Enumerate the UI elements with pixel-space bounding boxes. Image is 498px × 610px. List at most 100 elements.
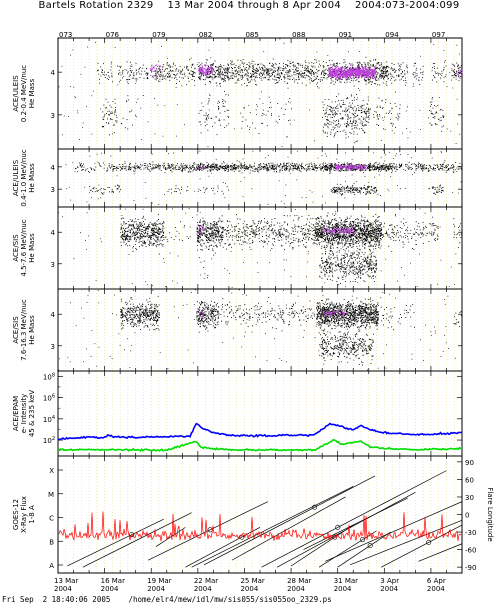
data-point — [308, 76, 310, 78]
data-point — [183, 167, 185, 169]
dense-point — [361, 66, 363, 68]
data-point — [344, 61, 346, 63]
data-point — [135, 165, 137, 167]
data-point — [307, 66, 309, 68]
data-point — [142, 64, 144, 66]
data-point — [415, 166, 417, 167]
data-point — [275, 120, 277, 122]
data-point — [170, 166, 172, 168]
dense-point — [343, 74, 345, 76]
data-point — [127, 99, 129, 101]
data-point — [224, 78, 226, 79]
data-point — [192, 71, 194, 73]
data-point — [259, 164, 261, 166]
dense-point — [158, 65, 160, 67]
data-point — [108, 123, 110, 125]
data-point — [225, 72, 227, 74]
data-point — [324, 124, 326, 126]
data-point — [316, 69, 318, 70]
data-point — [359, 89, 361, 91]
data-point — [420, 55, 421, 57]
data-point — [94, 169, 96, 171]
data-point — [391, 68, 393, 70]
data-point — [288, 170, 290, 172]
data-point — [257, 64, 258, 66]
data-point — [375, 79, 376, 81]
data-point — [202, 79, 204, 80]
data-point — [293, 167, 294, 169]
data-point — [256, 77, 258, 78]
dense-point — [341, 66, 343, 68]
data-point — [365, 111, 367, 113]
data-point — [304, 60, 306, 62]
panel-ylabel: ACE/ULEIS0.4-1.0 MeV/nucHe Mass — [12, 149, 36, 206]
data-point — [248, 68, 250, 70]
data-point — [297, 82, 298, 84]
data-point — [206, 74, 208, 76]
data-point — [118, 185, 120, 187]
data-point — [297, 77, 299, 78]
dense-point — [334, 66, 336, 68]
data-point — [254, 72, 256, 73]
data-point — [440, 117, 442, 119]
data-point — [328, 119, 329, 121]
data-point — [228, 67, 230, 69]
data-point — [327, 167, 329, 169]
data-point — [367, 82, 369, 84]
data-point — [296, 70, 298, 72]
data-point — [222, 78, 224, 79]
data-point — [77, 167, 79, 168]
data-point — [399, 75, 401, 77]
data-point — [213, 162, 215, 164]
data-point — [297, 73, 299, 75]
data-point — [217, 170, 218, 172]
data-point — [352, 114, 354, 116]
dense-point — [328, 72, 330, 74]
dense-point — [341, 67, 343, 69]
dense-point — [358, 71, 360, 73]
data-point — [181, 170, 182, 172]
data-point — [446, 166, 448, 167]
data-point — [293, 77, 295, 79]
data-point — [392, 165, 394, 167]
data-point — [296, 67, 298, 68]
data-point — [289, 70, 291, 72]
data-point — [275, 164, 277, 166]
data-point — [384, 166, 386, 168]
data-point — [269, 70, 271, 72]
data-point — [327, 65, 329, 66]
data-point — [141, 70, 143, 72]
data-point — [176, 169, 178, 170]
data-point — [340, 169, 342, 171]
data-point — [417, 166, 419, 168]
data-point — [377, 114, 378, 115]
data-point — [261, 79, 263, 81]
data-point — [368, 82, 370, 84]
data-point — [210, 57, 212, 59]
dense-point — [342, 70, 344, 72]
data-point — [318, 66, 320, 68]
data-point — [205, 118, 207, 120]
data-point — [335, 163, 337, 165]
data-point — [324, 132, 326, 134]
data-point — [334, 112, 336, 114]
data-point — [257, 70, 259, 72]
data-point — [151, 167, 153, 169]
data-point — [348, 163, 349, 165]
data-point — [208, 66, 209, 68]
data-point — [262, 73, 263, 75]
dense-point — [328, 74, 330, 76]
dense-point — [209, 67, 211, 69]
data-point — [433, 167, 434, 169]
data-point — [335, 63, 337, 64]
data-point — [82, 169, 83, 171]
data-point — [352, 108, 354, 110]
data-point — [358, 118, 360, 120]
data-point — [248, 104, 250, 106]
data-point — [313, 80, 314, 81]
data-point — [437, 105, 439, 106]
data-point — [446, 167, 448, 169]
data-point — [269, 165, 271, 167]
top-axis: 073 076 079 082 085 088 091 094 097 — [59, 31, 445, 39]
data-point — [277, 72, 279, 74]
